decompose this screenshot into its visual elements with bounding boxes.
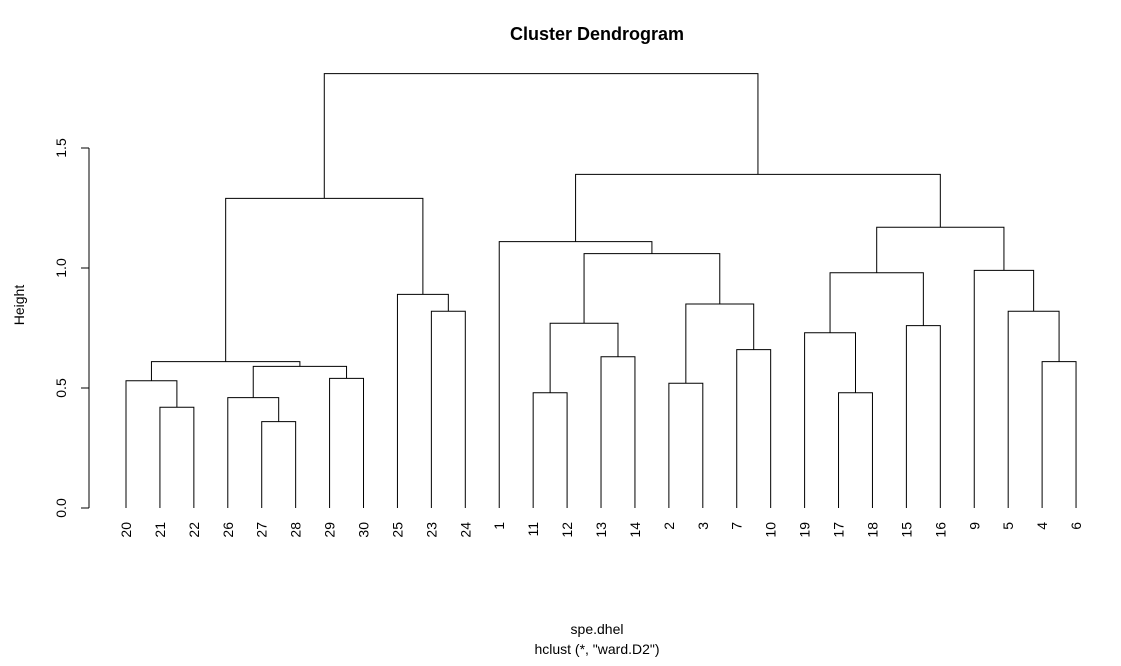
dendrogram-branch (1041, 361, 1077, 508)
y-tick-label: 1.5 (53, 138, 69, 158)
leaf-label: 21 (152, 522, 168, 538)
leaf-label: 10 (763, 522, 779, 538)
leaf-label: 3 (695, 522, 711, 530)
dendrogram-branch (1007, 310, 1060, 508)
leaf-label: 12 (559, 522, 575, 538)
dendrogram-branch (736, 349, 772, 508)
y-axis-label: Height (11, 285, 27, 326)
leaf-label: 14 (627, 522, 643, 538)
dendrogram-branch (125, 380, 178, 508)
dendrogram-branch (668, 382, 704, 508)
y-tick-label: 1.0 (53, 258, 69, 278)
dendrogram-branches (125, 73, 1077, 508)
leaf-label: 4 (1034, 522, 1050, 530)
dendrogram-branch (575, 173, 941, 242)
dendrogram-branch (252, 365, 348, 398)
dendrogram-branch (323, 73, 759, 199)
leaf-label: 25 (389, 522, 405, 538)
leaf-label: 27 (254, 522, 270, 538)
leaf-label: 28 (288, 522, 304, 538)
y-tick-label: 0.5 (53, 378, 69, 398)
dendrogram-branch (973, 269, 1035, 508)
dendrogram-branch (600, 356, 636, 508)
leaf-labels: 20 21 22 26 27 28 29 30 25 23 24 1 11 12 13 14 2 3 7 10 19 17… (118, 522, 1084, 538)
dendrogram-branch (583, 253, 721, 324)
dendrogram-branch (829, 272, 924, 333)
dendrogram-branch (905, 325, 941, 508)
chart-title: Cluster Dendrogram (510, 24, 684, 44)
leaf-label: 6 (1068, 522, 1084, 530)
leaf-label: 24 (457, 522, 473, 538)
dendrogram-branch (225, 197, 424, 362)
dendrogram-branch (876, 226, 1005, 273)
dendrogram-branch (227, 397, 280, 508)
leaf-label: 5 (1000, 522, 1016, 530)
dendrogram-branch (804, 332, 856, 508)
leaf-label: 7 (729, 522, 745, 530)
leaf-label: 30 (356, 522, 372, 538)
leaf-label: 15 (898, 522, 914, 538)
leaf-label: 1 (491, 522, 507, 530)
leaf-label: 23 (423, 522, 439, 538)
dendrogram-branch (685, 303, 755, 384)
dendrogram-branch (838, 392, 873, 508)
dendrogram-branch (430, 310, 466, 508)
y-tick-label: 0.0 (53, 498, 69, 518)
dendrogram-branch (532, 392, 568, 508)
leaf-label: 11 (525, 522, 541, 537)
dendrogram-branch (261, 421, 297, 508)
leaf-label: 20 (118, 522, 134, 538)
dendrogram-branch (150, 361, 301, 381)
dendrogram-branch (498, 241, 653, 508)
x-axis-label: spe.dhel (571, 621, 624, 637)
leaf-label: 22 (186, 522, 202, 538)
leaf-label: 9 (966, 522, 982, 530)
leaf-label: 26 (220, 522, 236, 538)
y-axis: 0.0 0.5 1.0 1.5 (53, 138, 90, 518)
dendrogram-branch (396, 293, 449, 508)
leaf-label: 19 (797, 522, 813, 538)
chart-subtitle: hclust (*, "ward.D2") (534, 641, 659, 657)
dendrogram-branch (549, 322, 619, 393)
leaf-label: 29 (322, 522, 338, 538)
leaf-label: 18 (864, 522, 880, 538)
leaf-label: 2 (661, 522, 677, 530)
dendrogram-branch (329, 377, 365, 508)
leaf-label: 13 (593, 522, 609, 538)
leaf-label: 17 (831, 522, 847, 538)
leaf-label: 16 (932, 522, 948, 538)
dendrogram-branch (159, 406, 195, 508)
